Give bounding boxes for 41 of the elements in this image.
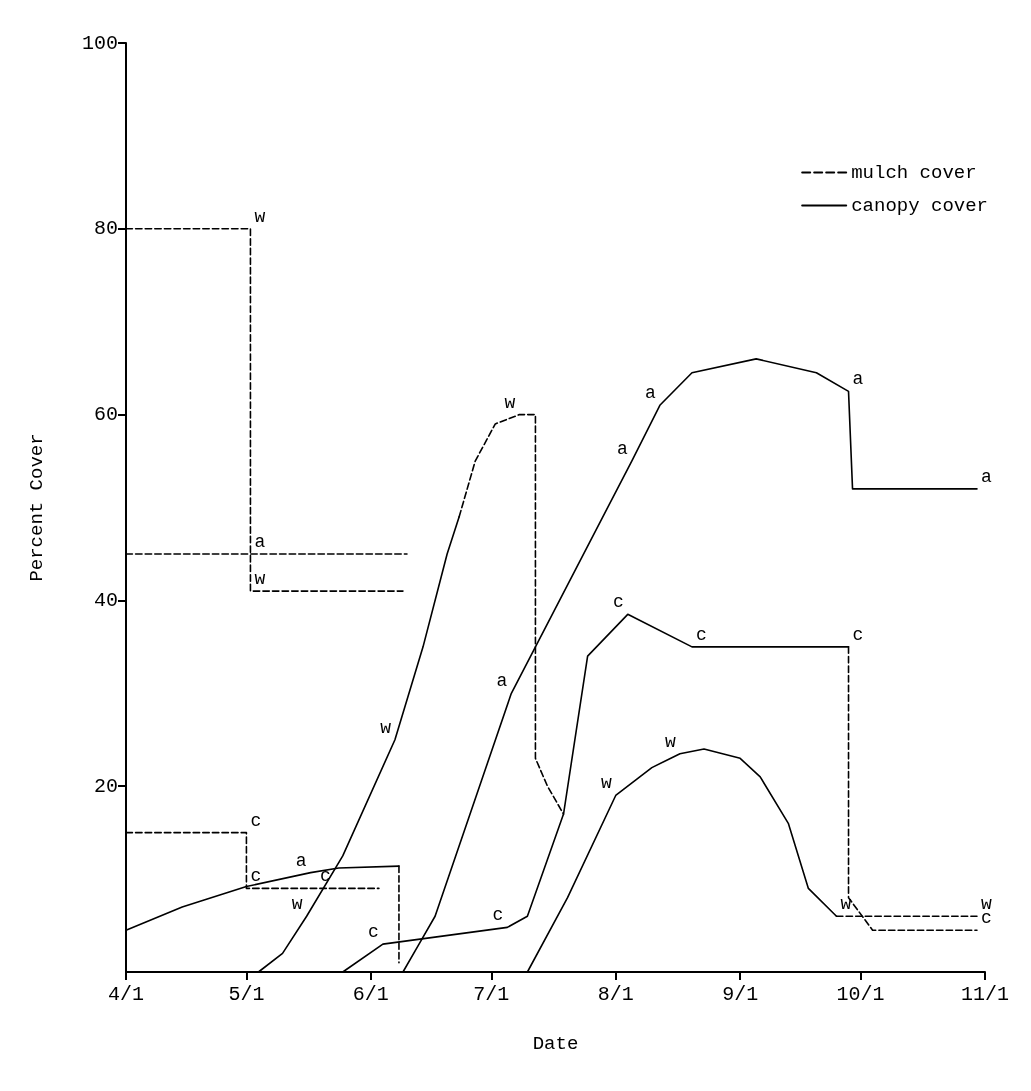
- annotation: c: [980, 908, 992, 929]
- x-axis-title: Date: [532, 1032, 579, 1055]
- annotation: a: [852, 369, 864, 390]
- y-tick-label: 100: [81, 31, 118, 55]
- annotation: c: [492, 905, 504, 926]
- annotation: c: [852, 624, 864, 645]
- annotation: w: [665, 731, 677, 752]
- annotation: c: [250, 866, 262, 887]
- y-tick-label: 80: [93, 217, 118, 241]
- annotation: a: [980, 466, 992, 487]
- annotation: w: [840, 894, 852, 915]
- y-tick-label: 20: [93, 774, 118, 798]
- annotation: c: [612, 592, 624, 613]
- y-tick-label: 40: [93, 588, 118, 612]
- x-tick-label: 9/1: [722, 982, 759, 1006]
- x-tick-label: 11/1: [960, 982, 1010, 1006]
- annotation: a: [496, 671, 508, 692]
- annotation: w: [291, 894, 303, 915]
- annotation: w: [380, 717, 392, 738]
- annotation: w: [504, 392, 516, 413]
- annotation: w: [600, 773, 612, 794]
- annotation: a: [254, 531, 266, 552]
- legend-label: canopy cover: [851, 194, 989, 217]
- annotation: a: [295, 850, 307, 871]
- annotation: w: [254, 206, 266, 227]
- x-tick-label: 10/1: [836, 982, 885, 1006]
- annotation: c: [250, 810, 262, 831]
- x-tick-label: 6/1: [352, 982, 389, 1006]
- legend-label: mulch cover: [851, 161, 977, 184]
- annotation: a: [616, 439, 628, 460]
- x-tick-label: 4/1: [107, 982, 145, 1006]
- x-tick-label: 8/1: [597, 982, 634, 1006]
- x-tick-label: 5/1: [228, 982, 265, 1006]
- annotation: c: [319, 866, 331, 887]
- annotation: c: [368, 922, 379, 943]
- annotation: w: [254, 569, 266, 590]
- annotation: a: [645, 383, 657, 404]
- y-tick-label: 60: [93, 403, 118, 427]
- y-axis-title: Percent Cover: [25, 433, 48, 582]
- x-tick-label: 7/1: [473, 982, 510, 1006]
- annotation: c: [695, 624, 707, 645]
